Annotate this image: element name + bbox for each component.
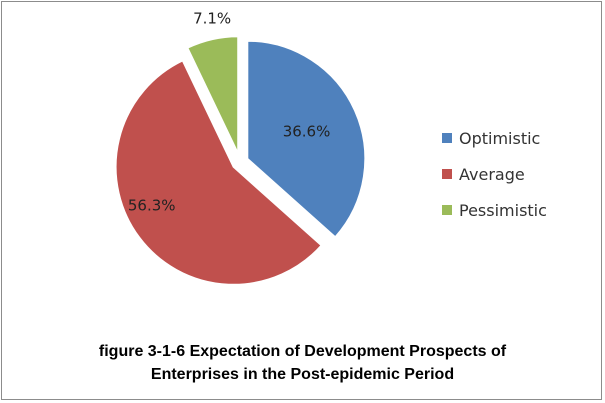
pie-slice-optimistic — [246, 39, 367, 239]
legend-item-average: Average — [442, 156, 547, 192]
legend-swatch-pessimistic — [442, 205, 452, 215]
legend-swatch-optimistic — [442, 133, 452, 143]
figure-caption: figure 3-1-6 Expectation of Development … — [2, 340, 603, 386]
legend-label-pessimistic: Pessimistic — [459, 200, 547, 220]
pie-chart: 36.6% 56.3% 7.1% — [114, 10, 367, 286]
legend-item-pessimistic: Pessimistic — [442, 192, 547, 228]
data-label-average: 56.3% — [128, 196, 176, 214]
legend-label-average: Average — [459, 164, 525, 184]
pie-slice-pessimistic — [185, 35, 240, 155]
data-label-pessimistic: 7.1% — [193, 10, 231, 28]
legend: Optimistic Average Pessimistic — [442, 120, 547, 228]
pie-slice-average — [114, 59, 324, 286]
data-label-optimistic: 36.6% — [283, 123, 331, 141]
legend-swatch-average — [442, 169, 452, 179]
caption-line-2: Enterprises in the Post-epidemic Period — [150, 366, 455, 383]
legend-item-optimistic: Optimistic — [442, 120, 547, 156]
caption-line-1: figure 3-1-6 Expectation of Development … — [98, 343, 507, 360]
legend-label-optimistic: Optimistic — [459, 128, 541, 148]
